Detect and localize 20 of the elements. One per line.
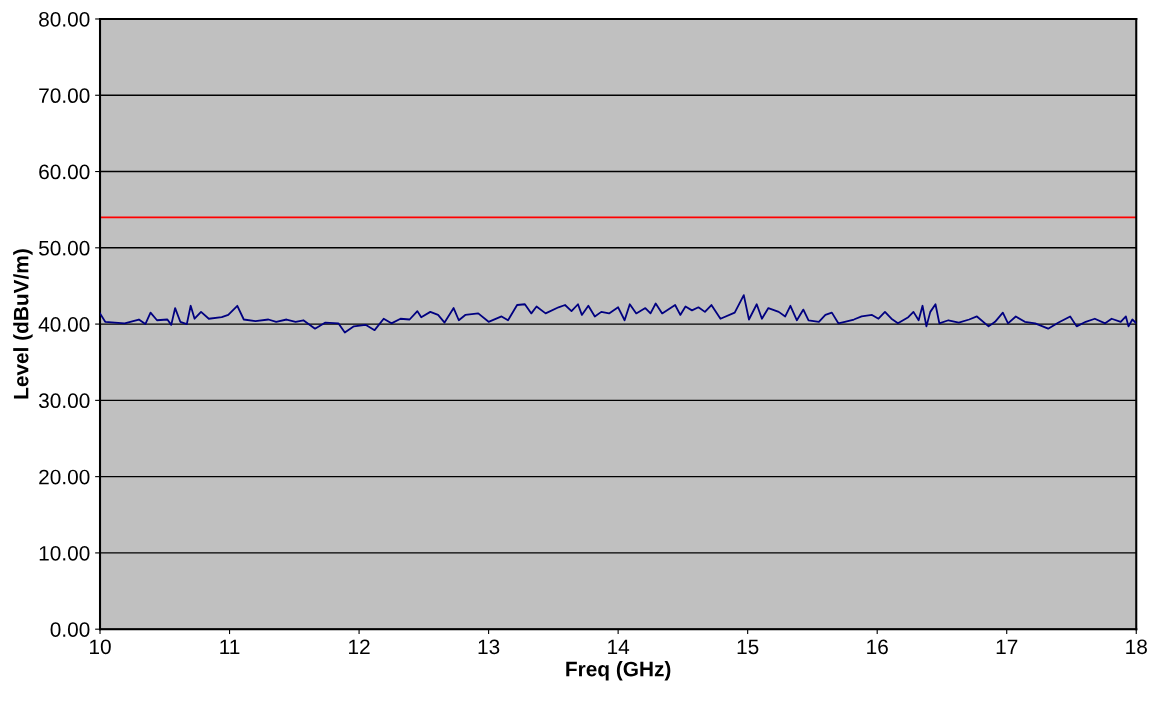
y-tick-label: 20.00 [39, 469, 90, 485]
y-tick-label: 40.00 [38, 317, 90, 332]
x-tick-label: 11 [220, 639, 240, 654]
y-tick-label: 80.00 [39, 11, 90, 27]
x-tick-label: 10 [90, 639, 111, 655]
y-tick-label: 70.00 [39, 88, 90, 104]
y-tick-label: 30.00 [38, 393, 90, 409]
x-tick-label: 17 [996, 639, 1018, 654]
x-tick-label: 13 [478, 639, 500, 655]
y-axis-title: Level (dBuV/m) [13, 249, 33, 399]
x-axis-title: Freq (GHz) [566, 661, 671, 681]
y-tick-label: 10.00 [39, 545, 90, 561]
y-tick-label: 50.00 [39, 240, 90, 256]
x-tick-label: 15 [737, 639, 759, 655]
y-tick-label: 0.00 [50, 622, 90, 637]
x-tick-label: 18 [1126, 639, 1147, 655]
x-tick-label: 14 [608, 639, 630, 654]
x-tick-label: 12 [349, 639, 370, 654]
x-tick-label: 16 [867, 639, 888, 655]
y-tick-label: 60.00 [39, 164, 90, 180]
